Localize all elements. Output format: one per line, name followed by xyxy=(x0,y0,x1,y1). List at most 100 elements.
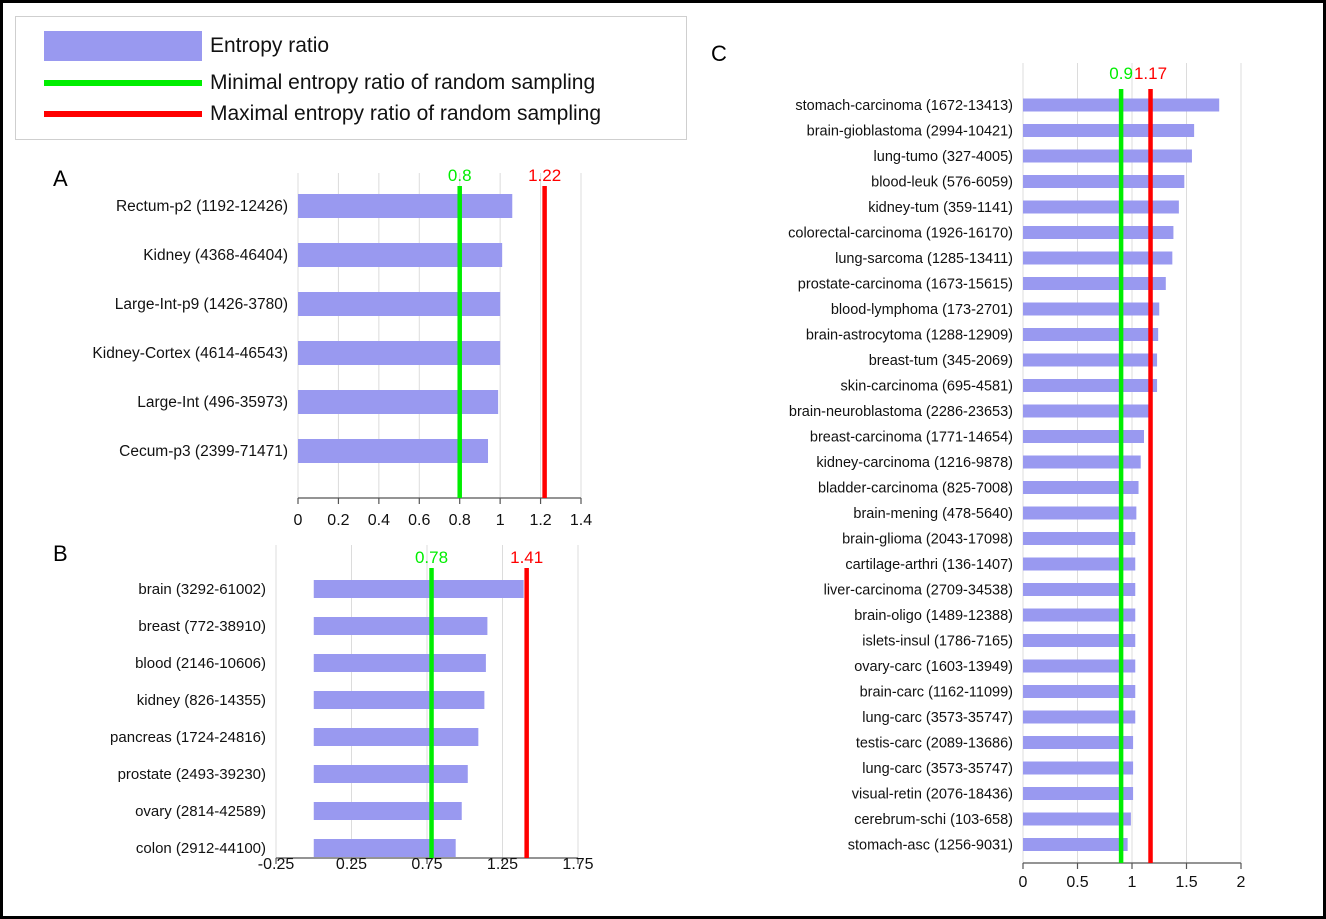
legend-item-entropy-ratio: Entropy ratio xyxy=(44,31,329,61)
category-label: brain-neuroblastoma (2286-23653) xyxy=(789,404,1013,420)
legend-item-min-line: Minimal entropy ratio of random sampling xyxy=(44,68,595,98)
chart-panel-c: stomach-carcinoma (1672-13413) brain-giob… xyxy=(788,63,1246,891)
bar xyxy=(1023,277,1166,290)
min-reference-label: 0.8 xyxy=(448,166,472,185)
x-tick-label: 0.25 xyxy=(336,856,367,873)
bar xyxy=(313,839,456,857)
x-tick-label: 1 xyxy=(1128,874,1137,891)
category-label: cerebrum-schi (103-658) xyxy=(854,812,1013,828)
category-label: brain-mening (478-5640) xyxy=(853,506,1013,522)
x-tick-label: 0.75 xyxy=(411,856,442,873)
bar xyxy=(1023,685,1136,698)
category-label: brain (3292-61002) xyxy=(138,581,266,598)
category-label: islets-insul (1786-7165) xyxy=(862,634,1013,650)
category-label: Kidney (4368-46404) xyxy=(143,247,288,264)
x-tick-label: 0.8 xyxy=(449,512,471,529)
category-label: brain-astrocytoma (1288-12909) xyxy=(806,328,1013,344)
bar xyxy=(313,654,486,672)
bar xyxy=(298,243,503,267)
panel-label-a: A xyxy=(53,166,68,191)
bar xyxy=(313,580,524,598)
bar xyxy=(298,390,499,414)
bar xyxy=(1023,608,1136,622)
max-reference-label: 1.22 xyxy=(528,166,561,185)
x-tick-label: 1.2 xyxy=(529,512,551,529)
category-label: bladder-carcinoma (825-7008) xyxy=(818,481,1013,497)
x-tick-label: -0.25 xyxy=(258,856,295,873)
category-label: kidney (826-14355) xyxy=(137,692,266,709)
bar xyxy=(1023,328,1159,341)
category-label: brain-carc (1162-11099) xyxy=(860,685,1013,701)
bar xyxy=(298,194,513,218)
category-label: breast-carcinoma (1771-14654) xyxy=(810,430,1013,446)
legend-swatch-box xyxy=(44,31,202,61)
min-reference-label: 0.78 xyxy=(415,548,448,567)
bar xyxy=(1023,736,1134,749)
category-label: ovary (2814-42589) xyxy=(135,803,266,820)
chart-panel-b: brain (3292-61002) breast (772-38910) bloo… xyxy=(110,545,594,873)
bar xyxy=(298,341,501,365)
bar xyxy=(1023,175,1185,188)
category-label: lung-tumo (327-4005) xyxy=(874,149,1013,165)
x-tick-label: 0 xyxy=(294,512,303,529)
category-label: blood-lymphoma (173-2701) xyxy=(831,302,1013,318)
bar xyxy=(1023,430,1144,443)
bar xyxy=(1023,557,1136,571)
legend-label: Maximal entropy ratio of random sampling xyxy=(210,102,602,125)
bar xyxy=(1023,124,1195,137)
bar xyxy=(1023,404,1152,418)
panel-label-b: B xyxy=(53,541,68,566)
category-label: Cecum-p3 (2399-71471) xyxy=(119,443,288,460)
bar xyxy=(298,439,489,463)
category-label: breast (772-38910) xyxy=(138,618,266,635)
bar xyxy=(1023,812,1131,826)
category-label: prostate-carcinoma (1673-15615) xyxy=(798,277,1013,293)
category-label: Large-Int (496-35973) xyxy=(137,394,288,411)
legend-swatch-red-line xyxy=(44,111,202,117)
x-tick-label: 0 xyxy=(1019,874,1028,891)
category-label: lung-sarcoma (1285-13411) xyxy=(835,251,1013,267)
category-label: lung-carc (3573-35747) xyxy=(862,710,1013,726)
category-label: pancreas (1724-24816) xyxy=(110,729,266,746)
x-tick-label: 0.6 xyxy=(408,512,430,529)
category-label: blood-leuk (576-6059) xyxy=(871,175,1013,191)
category-label: Kidney-Cortex (4614-46543) xyxy=(92,345,288,362)
legend-swatch-green-line xyxy=(44,80,202,86)
category-label: cartilage-arthri (136-1407) xyxy=(845,557,1013,573)
legend-item-max-line: Maximal entropy ratio of random sampling xyxy=(44,99,601,129)
panel-label-c: C xyxy=(711,41,727,66)
category-label: blood (2146-10606) xyxy=(135,655,266,672)
category-label: stomach-carcinoma (1672-13413) xyxy=(795,98,1013,114)
max-reference-label: 1.41 xyxy=(510,548,543,567)
x-tick-label: 0.2 xyxy=(327,512,349,529)
category-label: testis-carc (2089-13686) xyxy=(856,736,1013,752)
category-label: skin-carcinoma (695-4581) xyxy=(841,379,1013,395)
category-label: liver-carcinoma (2709-34538) xyxy=(824,583,1013,599)
category-label: brain-glioma (2043-17098) xyxy=(842,532,1013,548)
max-reference-label: 1.17 xyxy=(1134,64,1167,83)
category-label: Large-Int-p9 (1426-3780) xyxy=(115,296,288,313)
bar xyxy=(1023,251,1173,265)
bar xyxy=(1023,838,1128,851)
category-label: brain-gioblastoma (2994-10421) xyxy=(807,124,1013,140)
bar xyxy=(313,765,468,783)
bar xyxy=(313,691,485,709)
bar xyxy=(313,617,488,635)
x-tick-label: 1 xyxy=(496,512,505,529)
category-label: brain-oligo (1489-12388) xyxy=(854,608,1013,624)
category-label: visual-retin (2076-18436) xyxy=(852,787,1013,803)
category-label: colorectal-carcinoma (1926-16170) xyxy=(788,226,1013,242)
bar xyxy=(1023,353,1158,367)
x-tick-label: 1.5 xyxy=(1175,874,1197,891)
bar xyxy=(1023,761,1134,775)
bar xyxy=(1023,787,1134,800)
bar xyxy=(1023,532,1136,545)
bar xyxy=(1023,659,1136,673)
bar xyxy=(1023,379,1158,392)
bar xyxy=(1023,149,1192,163)
legend: Entropy ratio Minimal entropy ratio of r… xyxy=(15,16,687,140)
bar xyxy=(313,728,479,746)
bar xyxy=(1023,506,1137,520)
legend-label: Minimal entropy ratio of random sampling xyxy=(210,71,596,94)
